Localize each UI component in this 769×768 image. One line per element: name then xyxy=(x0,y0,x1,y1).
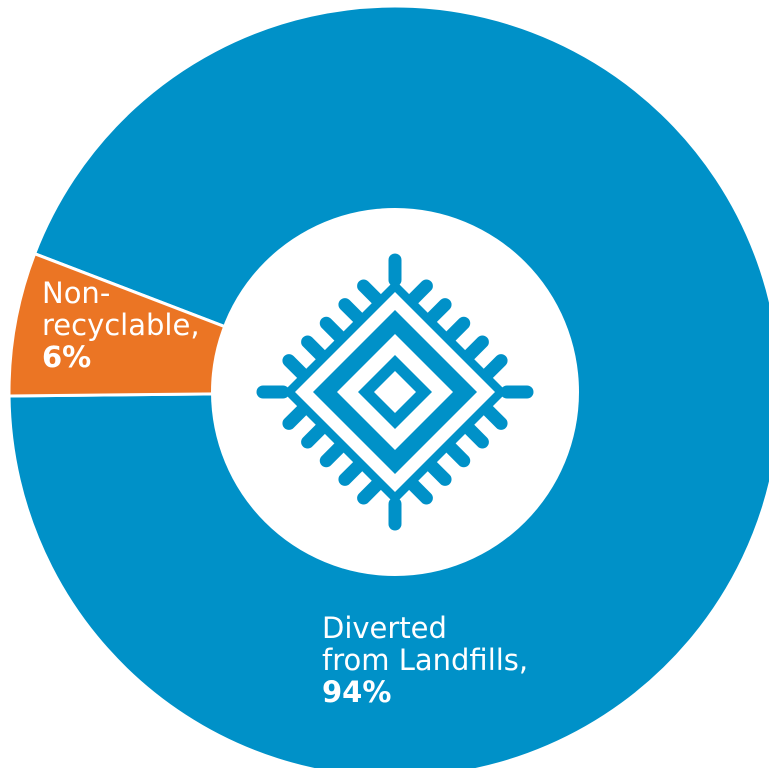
rug-fringe-tick xyxy=(481,354,508,380)
rug-fringe-tick xyxy=(282,404,309,430)
slice-value-diverted: 94% xyxy=(322,675,391,709)
slice-label-nonrecyclable-line2: recyclable, xyxy=(42,308,200,342)
slice-label-diverted-line1: Diverted xyxy=(322,611,447,645)
rug-fringe-tick xyxy=(357,279,383,306)
rug-fringe-tick xyxy=(481,404,508,430)
rug-fringe-tick xyxy=(338,298,365,324)
woven-rug-icon xyxy=(256,253,534,531)
rug-fringe-tick xyxy=(282,354,309,380)
slice-label-nonrecyclable-line1: Non- xyxy=(42,276,110,310)
slice-label-diverted-line2: from Landfills, xyxy=(322,643,528,677)
rug-fringe-tick xyxy=(425,460,452,486)
rug-fringe-tick xyxy=(301,422,327,449)
rug-fringe-tick xyxy=(319,316,346,343)
slice-label-nonrecyclable: Non- recyclable, 6% xyxy=(42,276,200,374)
rug-fringe-tick xyxy=(444,316,471,343)
rug-fringe-tick xyxy=(338,460,365,486)
rug-fringe-tick xyxy=(463,335,489,362)
rug-fringe-tick xyxy=(407,279,433,306)
slice-value-nonrecyclable: 6% xyxy=(42,340,91,374)
rug-fringe-tick xyxy=(357,478,383,505)
slice-label-diverted: Diverted from Landfills, 94% xyxy=(322,611,528,709)
rug-fringe-tick xyxy=(444,441,471,468)
rug-fringe-tick xyxy=(425,298,452,324)
rug-fringe-tick xyxy=(319,441,346,468)
rug-fringe-tick xyxy=(407,478,433,505)
rug-fringe-tick xyxy=(301,335,327,362)
rug-fringe-tick xyxy=(463,422,489,449)
